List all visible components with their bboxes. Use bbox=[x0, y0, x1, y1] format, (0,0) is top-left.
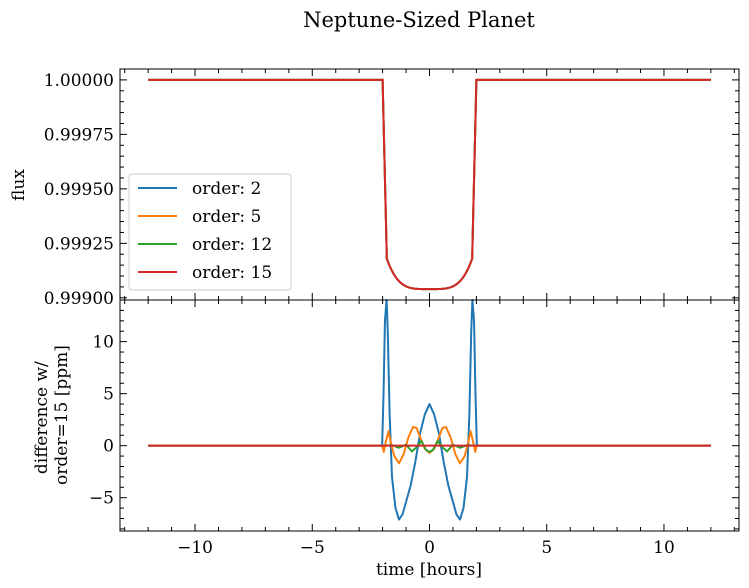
x-tick-label: −5 bbox=[300, 538, 325, 558]
y-tick-label: −5 bbox=[89, 489, 114, 509]
y-tick-label: 1.00000 bbox=[44, 71, 114, 91]
chart-title: Neptune-Sized Planet bbox=[303, 8, 535, 32]
y-tick-label: 0.99925 bbox=[44, 234, 114, 254]
bottom-ticks: −10 −5 0 5 10 10 5 0 −5 bbox=[89, 299, 739, 558]
y-tick-label: 0.99975 bbox=[44, 125, 114, 145]
bottom-ylabel: difference w/ order=15 [ppm] bbox=[32, 345, 72, 485]
top-series-line bbox=[148, 78, 711, 291]
y-tick-label: 0.99950 bbox=[44, 180, 114, 200]
bottom-panel-frame bbox=[119, 299, 740, 532]
top-panel: 1.00000 0.99975 0.99950 0.99925 0.99900 flux… bbox=[9, 68, 740, 309]
top-series-lines bbox=[148, 78, 711, 291]
bottom-panel: −10 −5 0 5 10 10 5 0 −5 difference w/ order=15 [… bbox=[32, 299, 740, 580]
bottom-ylabel-line-2: order=15 [ppm] bbox=[52, 345, 72, 485]
bottom-series-line bbox=[148, 439, 711, 453]
legend-label-order-2: order: 2 bbox=[192, 179, 261, 199]
y-tick-label: 10 bbox=[92, 333, 114, 353]
bottom-series-line bbox=[148, 299, 711, 521]
x-tick-label: 0 bbox=[424, 538, 435, 558]
legend-box bbox=[128, 173, 292, 291]
x-tick-label: 10 bbox=[653, 538, 675, 558]
legend-label-order-15: order: 15 bbox=[192, 263, 272, 283]
x-axis-label: time [hours] bbox=[376, 560, 482, 580]
y-tick-label: 0 bbox=[103, 437, 114, 457]
bottom-ylabel-line-1: difference w/ bbox=[32, 361, 52, 474]
legend: order: 2 order: 5 order: 12 order: 15 bbox=[128, 173, 292, 291]
legend-label-order-5: order: 5 bbox=[192, 207, 261, 227]
bottom-series-lines bbox=[148, 299, 711, 521]
top-ylabel: flux bbox=[9, 169, 29, 201]
top-ticks: 1.00000 0.99975 0.99950 0.99925 0.99900 bbox=[44, 68, 739, 309]
y-tick-label: 5 bbox=[103, 385, 114, 405]
x-tick-label: 5 bbox=[541, 538, 552, 558]
legend-label-order-12: order: 12 bbox=[192, 235, 272, 255]
y-tick-label: 0.99900 bbox=[44, 289, 114, 309]
x-tick-label: −10 bbox=[177, 538, 213, 558]
bottom-series-line bbox=[148, 425, 711, 465]
